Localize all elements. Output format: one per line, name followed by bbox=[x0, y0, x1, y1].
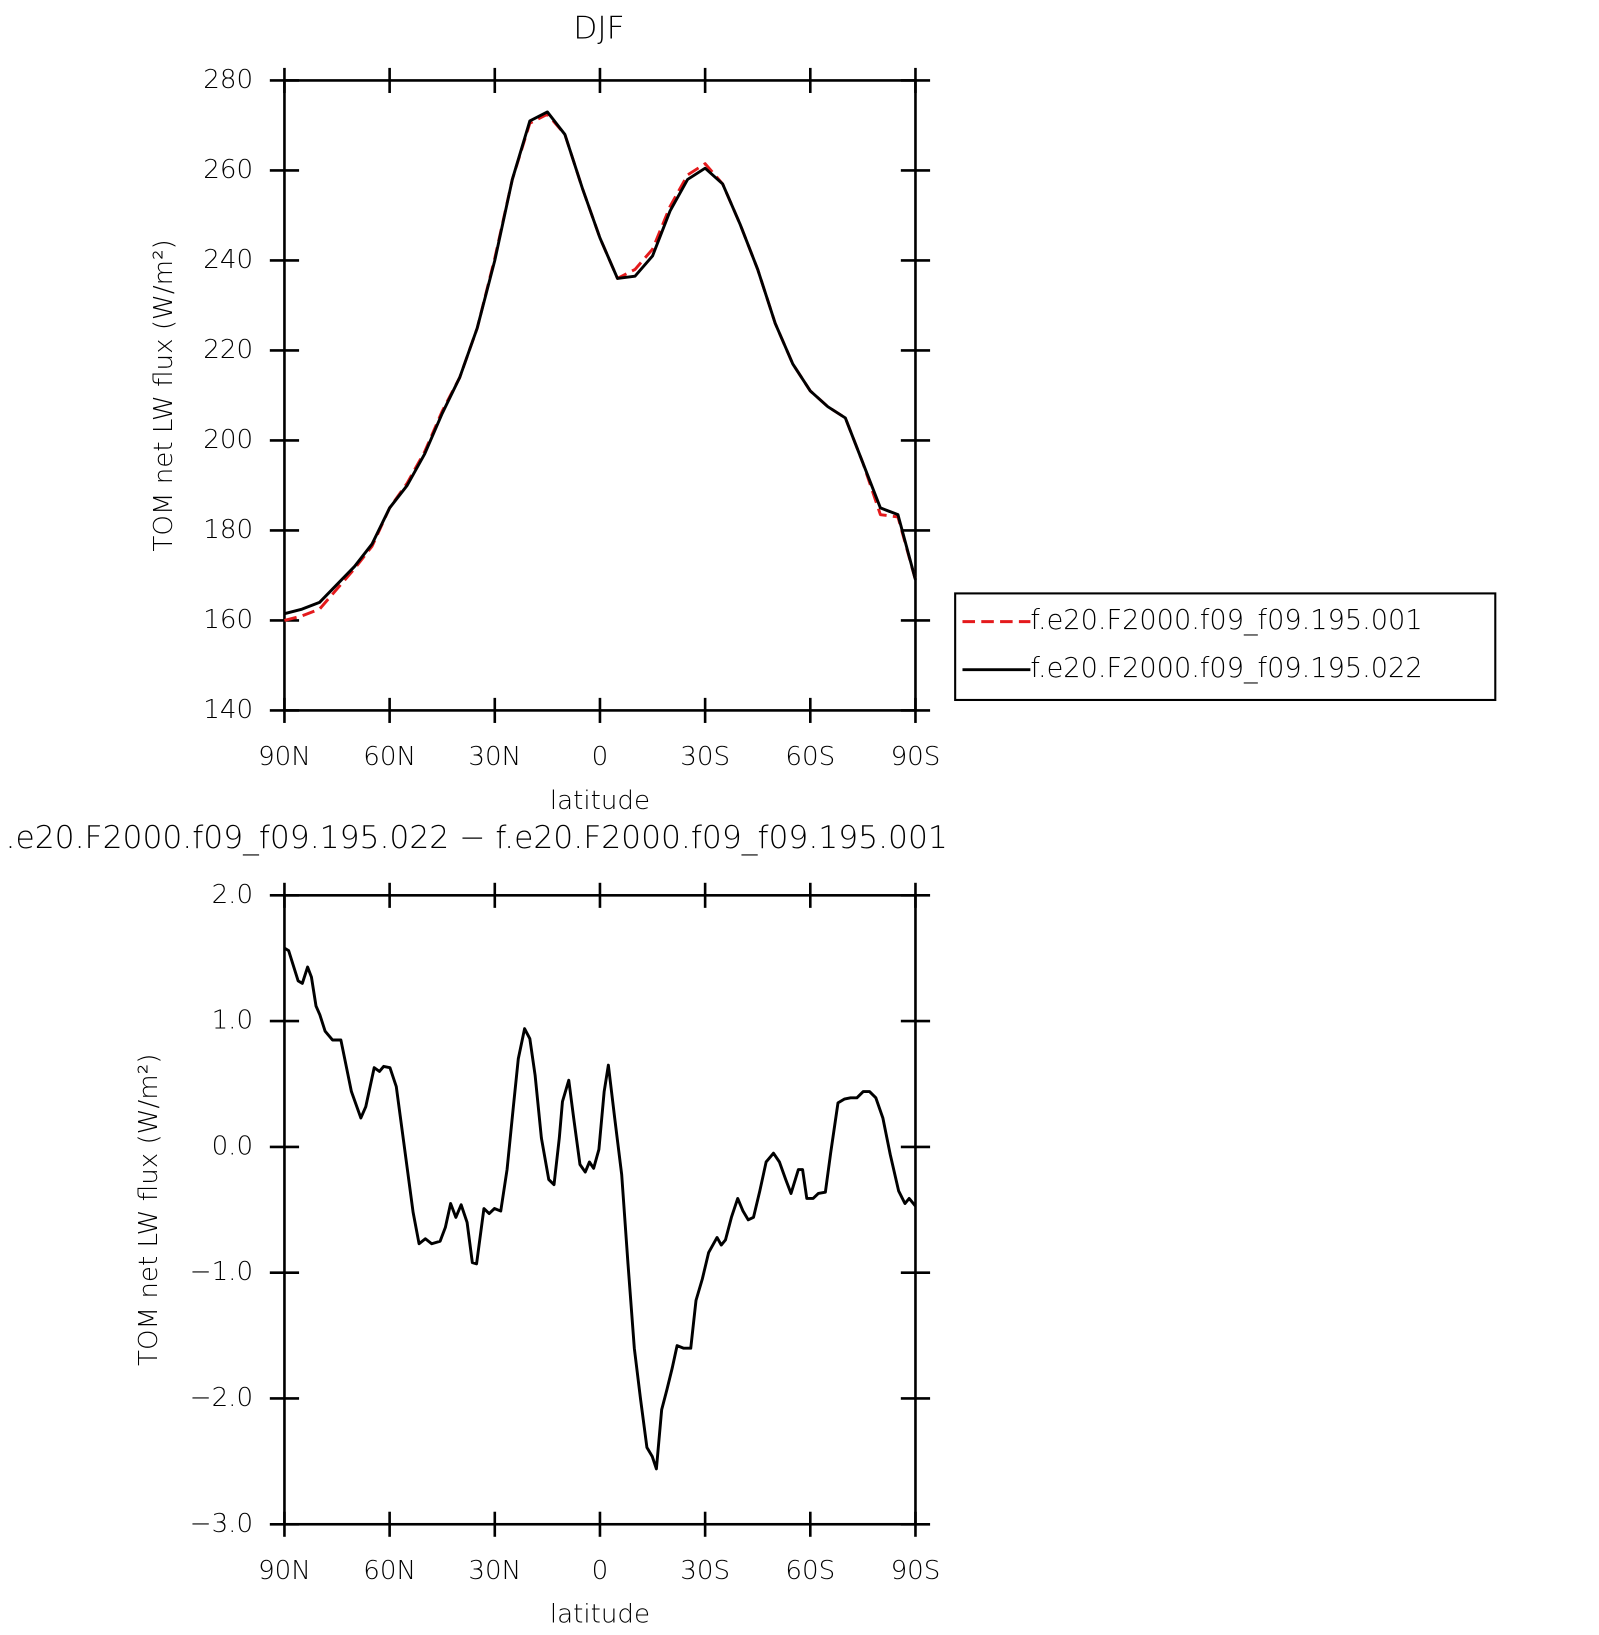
y-tick-label: 160 bbox=[203, 605, 253, 635]
plot-frame bbox=[283, 79, 917, 712]
y-tick-label: 0.0 bbox=[212, 1131, 254, 1161]
y-tick-label: 280 bbox=[203, 65, 253, 95]
x-tick-label: 90S bbox=[891, 1556, 941, 1586]
y-tick-label: −1.0 bbox=[190, 1257, 253, 1287]
legend-label: f.e20.F2000.f09_f09.195.001 bbox=[1030, 605, 1422, 636]
y-tick-label: 2.0 bbox=[212, 880, 254, 910]
chart-title: .e20.F2000.f09_f09.195.022 − f.e20.F2000… bbox=[6, 820, 948, 856]
x-tick-label: 90N bbox=[258, 742, 311, 772]
plot-frame bbox=[283, 894, 917, 1526]
x-axis-label: latitude bbox=[550, 786, 650, 816]
x-tick-label: 90N bbox=[258, 1556, 311, 1586]
y-tick-label: 220 bbox=[203, 335, 253, 365]
y-tick-label: −3.0 bbox=[190, 1509, 253, 1539]
y-tick-label: 180 bbox=[203, 515, 253, 545]
x-tick-label: 60S bbox=[785, 742, 835, 772]
y-tick-label: 260 bbox=[203, 155, 253, 185]
y-tick-label: 140 bbox=[203, 695, 253, 725]
series-line bbox=[284, 112, 917, 622]
x-axis-label: latitude bbox=[550, 1600, 650, 1630]
y-tick-label: 200 bbox=[203, 425, 253, 455]
x-tick-label: 30N bbox=[468, 1556, 521, 1586]
x-tick-label: 30S bbox=[680, 742, 730, 772]
series-line bbox=[284, 110, 917, 616]
y-tick-label: −2.0 bbox=[190, 1383, 253, 1413]
x-tick-label: 60S bbox=[785, 1556, 835, 1586]
x-tick-label: 30N bbox=[468, 742, 521, 772]
x-tick-label: 60N bbox=[363, 1556, 416, 1586]
x-tick-label: 0 bbox=[592, 1556, 609, 1586]
y-axis-label: TOM net LW flux (W/m²) bbox=[134, 1054, 164, 1366]
y-axis-label: TOM net LW flux (W/m²) bbox=[149, 239, 179, 551]
legend-box bbox=[954, 592, 1497, 702]
y-tick-label: 240 bbox=[203, 245, 253, 275]
chart-title: DJF bbox=[573, 10, 624, 46]
x-tick-label: 0 bbox=[592, 742, 609, 772]
y-tick-label: 1.0 bbox=[212, 1006, 254, 1036]
series-line bbox=[283, 946, 917, 1471]
x-tick-label: 90S bbox=[891, 742, 941, 772]
x-tick-label: 30S bbox=[680, 1556, 730, 1586]
x-tick-label: 60N bbox=[363, 742, 416, 772]
legend-label: f.e20.F2000.f09_f09.195.022 bbox=[1030, 653, 1422, 684]
